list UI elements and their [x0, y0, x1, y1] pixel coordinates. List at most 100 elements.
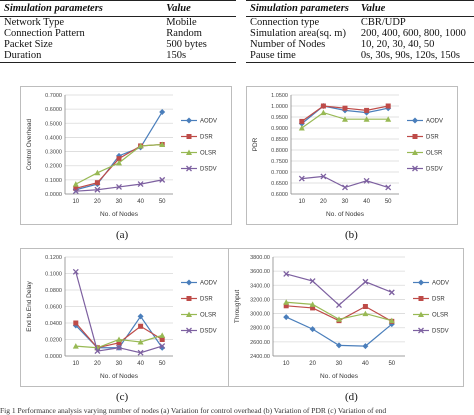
legend-marker: [186, 279, 192, 286]
data-point: [159, 176, 166, 183]
y-tick-label: 0.6000: [271, 192, 288, 198]
y-tick-label: 0.2000: [45, 164, 62, 170]
data-point: [94, 180, 100, 186]
y-tick-label: 0.0600: [45, 305, 62, 311]
y-tick-label: 3400.00: [250, 283, 270, 289]
series-line-dsr: [75, 143, 163, 189]
data-point: [283, 303, 289, 309]
x-axis-label: No. of Nodes: [320, 373, 359, 380]
y-tick-label: 0.6000: [45, 107, 62, 113]
chart-svg: 0.0000 0.1000 0.2000 0.3000 0.4000 0.5000 0.60…: [26, 93, 217, 218]
data-point: [73, 320, 79, 326]
simulation-parameters-table-right: Simulation parameters Value Connection t…: [246, 0, 474, 63]
series-line-dsdv: [301, 175, 389, 189]
data-point: [94, 169, 101, 176]
y-tick-label: 2800.00: [250, 326, 270, 332]
legend-marker: [412, 134, 418, 139]
data-point: [283, 299, 290, 305]
table-cell: Packet Size: [4, 39, 53, 50]
data-point: [283, 271, 290, 277]
y-tick-label: 0.7000: [271, 170, 288, 176]
legend-label: DSR: [426, 135, 439, 141]
x-tick-label: 50: [159, 199, 166, 205]
x-axis-label: No. of Nodes: [100, 373, 139, 380]
legend-label: DSDV: [200, 167, 217, 173]
y-tick-label: 0.1000: [45, 272, 62, 278]
x-tick-label: 10: [298, 199, 305, 205]
data-point: [320, 109, 327, 116]
y-tick-label: 0.9500: [271, 115, 288, 121]
y-tick-label: 3000.00: [250, 312, 270, 318]
table-row: Simulation area(sq. m) 200, 400, 600, 80…: [246, 28, 474, 39]
data-point: [72, 343, 79, 349]
data-point: [336, 342, 342, 349]
throughput-chart: 2400.00 2600.00 2800.00 3000.00 3200.00 3400.…: [228, 248, 464, 387]
data-point: [362, 343, 369, 350]
data-point: [72, 188, 79, 195]
y-tick-label: 0.4000: [45, 135, 62, 141]
legend-marker: [186, 165, 192, 172]
table-row: Duration 150s: [0, 50, 236, 63]
chart-svg: 0.0000 0.0200 0.0400 0.0600 0.0800 0.1000 0.12…: [26, 255, 217, 380]
x-tick-label: 20: [309, 361, 316, 367]
x-tick-label: 20: [320, 199, 327, 205]
data-point: [116, 336, 122, 342]
legend-marker: [418, 311, 424, 317]
data-point: [137, 349, 144, 356]
y-tick-label: 0.1200: [45, 255, 62, 261]
legend-marker: [412, 149, 418, 155]
legend-label: DSDV: [432, 329, 449, 335]
y-tick-label: 0.0200: [45, 338, 62, 344]
data-point: [385, 103, 391, 109]
x-tick-label: 50: [385, 199, 392, 205]
data-point: [72, 268, 79, 275]
y-tick-label: 3200.00: [250, 297, 270, 303]
header-value: Value: [356, 0, 474, 17]
legend-label: DSDV: [426, 167, 443, 173]
x-tick-label: 10: [283, 361, 290, 367]
data-point: [310, 305, 316, 311]
x-axis-label: No. of Nodes: [326, 211, 365, 218]
data-point: [299, 118, 305, 124]
table-cell: Mobile: [166, 17, 197, 28]
table-cell: Connection Pattern: [4, 28, 85, 39]
legend-marker: [186, 149, 192, 155]
panel-label-b: (b): [345, 229, 358, 241]
y-tick-label: 3800.00: [250, 255, 270, 261]
y-tick-label: 3600.00: [250, 269, 270, 275]
data-point: [159, 108, 166, 115]
table-header-row: Simulation parameters Value: [246, 0, 474, 17]
y-axis-label: Throughput: [234, 290, 241, 323]
panel-label-a: (a): [116, 229, 129, 241]
data-point: [298, 175, 305, 182]
legend-marker: [412, 165, 418, 172]
data-point: [336, 302, 342, 309]
legend-label: OLSR: [432, 313, 449, 319]
data-point: [94, 348, 101, 355]
table-header-row: Simulation parameters Value: [0, 0, 236, 17]
legend-label: DSDV: [200, 329, 217, 335]
x-tick-label: 50: [159, 361, 166, 367]
y-tick-label: 1.0000: [271, 104, 288, 110]
y-axis-label: End to End Delay: [26, 280, 33, 331]
y-axis-label: Control Overhead: [26, 118, 33, 170]
table-row: Packet Size 500 bytes: [0, 39, 236, 50]
x-tick-label: 40: [363, 199, 370, 205]
x-tick-label: 40: [137, 199, 144, 205]
data-point: [309, 301, 316, 307]
legend-label: DSR: [432, 297, 445, 303]
data-point: [116, 344, 122, 351]
y-tick-label: 0.3000: [45, 150, 62, 156]
chart-svg: 0.6000 0.6500 0.7000 0.7500 0.8000 0.8500 0.90…: [252, 93, 443, 218]
figure-caption: Fig 1 Performance analysis varying numbe…: [0, 406, 387, 415]
data-point: [298, 125, 305, 131]
header-value: Value: [162, 0, 236, 17]
y-tick-label: 0.8500: [271, 137, 288, 143]
data-point: [283, 314, 290, 321]
legend-label: AODV: [200, 281, 217, 287]
legend-label: AODV: [200, 119, 217, 125]
data-point: [137, 338, 144, 345]
x-tick-label: 20: [94, 361, 101, 367]
data-point: [159, 343, 166, 350]
y-tick-label: 0.7500: [271, 159, 288, 165]
